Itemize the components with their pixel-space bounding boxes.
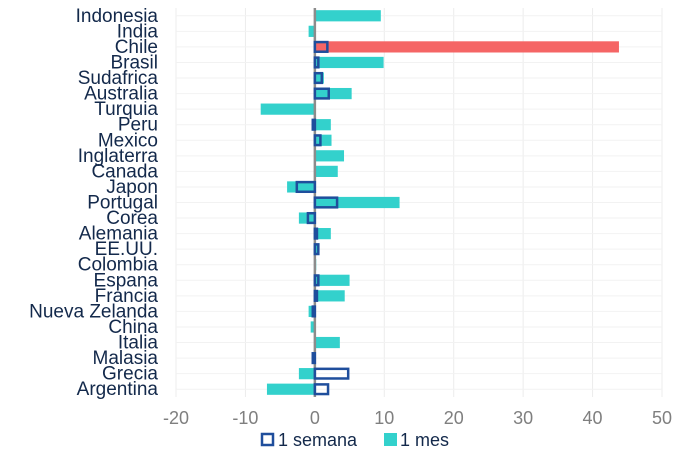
bar-1-semana-peru bbox=[311, 118, 317, 131]
category-labels: IndonesiaIndiaChileBrasilSudafricaAustra… bbox=[29, 6, 158, 400]
bar-1-semana-corea bbox=[306, 211, 317, 225]
x-tick-label: 20 bbox=[444, 408, 464, 428]
category-label: EE.UU. bbox=[95, 239, 158, 260]
bar-1-mes-alemania bbox=[314, 228, 331, 240]
bar-1-mes-turquia bbox=[260, 103, 315, 115]
category-label: Portugal bbox=[87, 193, 158, 214]
category-label: Corea bbox=[106, 208, 158, 229]
bar-1-mes-sudafrica bbox=[314, 72, 324, 84]
bar-1-semana-sudafrica bbox=[313, 71, 324, 85]
bar-1-mes-portugal bbox=[314, 196, 400, 209]
bar-1-semana-japon bbox=[295, 180, 317, 194]
category-label: Chile bbox=[115, 37, 158, 58]
bar-1-semana-nueva-zelanda bbox=[311, 305, 317, 318]
bar-1-semana-brasil bbox=[313, 56, 320, 69]
category-label: Nueva Zelanda bbox=[29, 301, 158, 322]
bar-1-mes-china bbox=[310, 321, 315, 333]
category-label: Malasia bbox=[93, 348, 159, 369]
category-label: Australia bbox=[84, 84, 158, 105]
bar-1-mes-brasil bbox=[314, 56, 384, 69]
bar-1-mes-italia bbox=[314, 336, 340, 349]
bar-1-mes-australia bbox=[314, 87, 352, 100]
bar-1-mes-peru bbox=[314, 119, 331, 131]
gridlines bbox=[175, 8, 663, 397]
category-label: Turquia bbox=[94, 99, 158, 120]
series-1-semana bbox=[295, 40, 350, 396]
bar-1-semana-chile bbox=[313, 40, 329, 53]
bar-1-mes-grecia bbox=[298, 368, 315, 380]
legend: 1 semana 1 mes bbox=[260, 430, 449, 450]
x-tick-label: 0 bbox=[310, 408, 320, 428]
category-label: Italia bbox=[118, 333, 159, 354]
bar-1-semana-australia bbox=[313, 87, 330, 100]
x-tick-label: 10 bbox=[374, 408, 394, 428]
category-label: India bbox=[117, 21, 159, 42]
bar-1-semana-ee-uu- bbox=[313, 243, 320, 256]
x-tick-label: -20 bbox=[163, 408, 189, 428]
bar-1-mes-ee-uu- bbox=[314, 243, 319, 255]
bar-1-mes-francia bbox=[314, 290, 345, 302]
bar-1-semana-argentina bbox=[313, 383, 330, 396]
category-label: Japon bbox=[106, 177, 158, 198]
bar-1-semana-espana bbox=[313, 274, 320, 287]
bar-1-mes-india bbox=[308, 25, 315, 37]
x-tick-label: -10 bbox=[232, 408, 258, 428]
legend-swatch-1-semana bbox=[260, 432, 275, 447]
bar-1-mes-canada bbox=[314, 165, 338, 177]
bar-1-mes-japon bbox=[287, 181, 315, 193]
category-label: Indonesia bbox=[76, 6, 159, 27]
category-label: Sudafrica bbox=[78, 68, 159, 89]
legend-label-1-mes: 1 mes bbox=[400, 430, 449, 450]
bar-1-semana-grecia bbox=[313, 367, 350, 380]
bar-1-semana-alemania bbox=[313, 227, 319, 240]
category-label: Peru bbox=[118, 115, 158, 136]
x-tick-label: 30 bbox=[513, 408, 533, 428]
bar-1-semana-portugal bbox=[313, 196, 339, 209]
category-label: Inglaterra bbox=[78, 146, 159, 167]
category-label: Mexico bbox=[98, 130, 158, 151]
bar-1-mes-espana bbox=[314, 274, 350, 286]
category-label: Francia bbox=[95, 286, 159, 307]
category-label: Colombia bbox=[78, 255, 159, 276]
category-label: Alemania bbox=[79, 224, 159, 245]
legend-swatch-1-mes bbox=[384, 433, 397, 446]
bar-1-mes-inglaterra bbox=[314, 150, 345, 162]
category-label: Canada bbox=[91, 161, 158, 182]
bar-1-semana-mexico bbox=[313, 134, 322, 147]
category-label: Espana bbox=[94, 270, 159, 291]
x-tick-label: 50 bbox=[652, 408, 672, 428]
bar-1-semana-malasia bbox=[311, 352, 317, 365]
x-tick-label: 40 bbox=[583, 408, 603, 428]
category-label: Argentina bbox=[77, 379, 159, 400]
bar-1-mes-argentina bbox=[266, 383, 315, 395]
category-label: Brasil bbox=[110, 52, 158, 73]
bar-1-mes-mexico bbox=[314, 134, 332, 146]
bar-1-mes-indonesia bbox=[314, 10, 381, 22]
bar-1-semana-francia bbox=[313, 289, 319, 302]
category-label: China bbox=[108, 317, 158, 338]
bar-1-mes-chile bbox=[314, 41, 619, 53]
legend-label-1-semana: 1 semana bbox=[278, 430, 358, 450]
x-tick-labels: -20 -10 0 10 20 30 40 50 bbox=[163, 408, 672, 428]
category-label: Grecia bbox=[102, 364, 158, 385]
